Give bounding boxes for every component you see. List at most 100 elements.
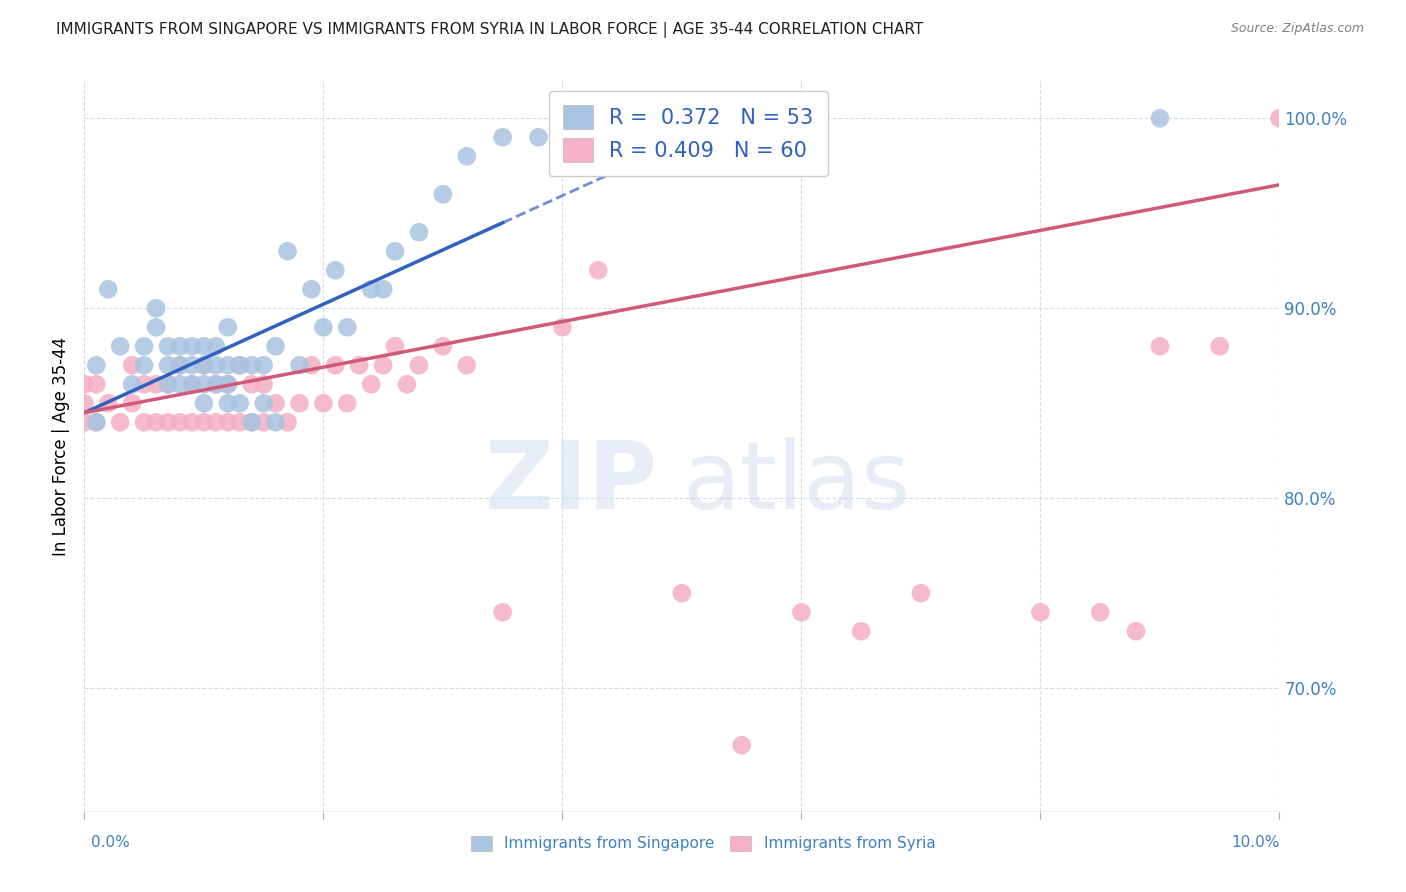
Point	[86, 415, 108, 429]
Y-axis label: In Labor Force | Age 35-44: In Labor Force | Age 35-44	[52, 336, 70, 556]
Point	[264, 339, 287, 353]
Point	[323, 263, 347, 277]
Point	[492, 605, 515, 619]
Point	[205, 415, 228, 429]
Point	[456, 358, 478, 372]
Point	[180, 339, 202, 353]
Point	[301, 358, 323, 372]
Point	[1208, 339, 1232, 353]
Text: atlas: atlas	[682, 436, 910, 529]
Point	[1088, 605, 1111, 619]
Point	[121, 358, 143, 372]
Point	[110, 415, 132, 429]
Point	[132, 377, 156, 392]
Legend: R =  0.372   N = 53, R = 0.409   N = 60: R = 0.372 N = 53, R = 0.409 N = 60	[548, 91, 828, 177]
Legend: Immigrants from Singapore, Immigrants from Syria: Immigrants from Singapore, Immigrants fr…	[464, 830, 942, 857]
Point	[408, 225, 430, 239]
Point	[336, 396, 359, 410]
Point	[73, 415, 96, 429]
Point	[157, 377, 180, 392]
Point	[527, 130, 550, 145]
Point	[240, 415, 263, 429]
Point	[205, 339, 228, 353]
Point	[169, 358, 191, 372]
Point	[157, 415, 180, 429]
Point	[432, 339, 454, 353]
Point	[169, 339, 191, 353]
Point	[492, 130, 515, 145]
Point	[86, 377, 108, 392]
Point	[276, 244, 298, 259]
Point	[132, 339, 156, 353]
Point	[169, 415, 191, 429]
Point	[228, 396, 252, 410]
Point	[240, 358, 263, 372]
Point	[264, 396, 287, 410]
Point	[73, 377, 96, 392]
Point	[790, 605, 813, 619]
Point	[217, 415, 239, 429]
Point	[301, 282, 323, 296]
Point	[910, 586, 932, 600]
Point	[193, 377, 215, 392]
Point	[253, 415, 276, 429]
Text: ZIP: ZIP	[485, 436, 658, 529]
Point	[1149, 339, 1171, 353]
Point	[110, 339, 132, 353]
Point	[240, 377, 263, 392]
Point	[456, 149, 478, 163]
Point	[288, 396, 311, 410]
Point	[217, 377, 239, 392]
Point	[360, 377, 382, 392]
Point	[180, 358, 202, 372]
Point	[97, 396, 120, 410]
Point	[371, 282, 394, 296]
Point	[323, 358, 347, 372]
Point	[408, 358, 430, 372]
Point	[145, 377, 167, 392]
Point	[157, 339, 180, 353]
Point	[384, 339, 406, 353]
Point	[180, 415, 202, 429]
Point	[169, 377, 191, 392]
Point	[432, 187, 454, 202]
Point	[371, 358, 394, 372]
Point	[264, 415, 287, 429]
Point	[312, 396, 335, 410]
Point	[228, 358, 252, 372]
Point	[384, 244, 406, 259]
Point	[349, 358, 371, 372]
Point	[193, 358, 215, 372]
Point	[240, 415, 263, 429]
Point	[253, 377, 276, 392]
Point	[288, 358, 311, 372]
Point	[132, 415, 156, 429]
Point	[396, 377, 419, 392]
Point	[671, 586, 693, 600]
Point	[121, 396, 143, 410]
Point	[360, 282, 382, 296]
Point	[228, 415, 252, 429]
Text: 0.0%: 0.0%	[91, 836, 131, 850]
Point	[276, 415, 298, 429]
Text: 10.0%: 10.0%	[1232, 836, 1279, 850]
Point	[180, 377, 202, 392]
Point	[145, 320, 167, 334]
Point	[217, 396, 239, 410]
Text: IMMIGRANTS FROM SINGAPORE VS IMMIGRANTS FROM SYRIA IN LABOR FORCE | AGE 35-44 CO: IMMIGRANTS FROM SINGAPORE VS IMMIGRANTS …	[56, 22, 924, 38]
Point	[121, 377, 143, 392]
Point	[205, 358, 228, 372]
Point	[551, 112, 574, 126]
Point	[336, 320, 359, 334]
Point	[849, 624, 872, 639]
Point	[205, 377, 228, 392]
Point	[228, 358, 252, 372]
Point	[253, 396, 276, 410]
Point	[73, 396, 96, 410]
Point	[169, 358, 191, 372]
Point	[551, 320, 574, 334]
Point	[193, 339, 215, 353]
Point	[145, 301, 167, 316]
Point	[217, 320, 239, 334]
Point	[97, 282, 120, 296]
